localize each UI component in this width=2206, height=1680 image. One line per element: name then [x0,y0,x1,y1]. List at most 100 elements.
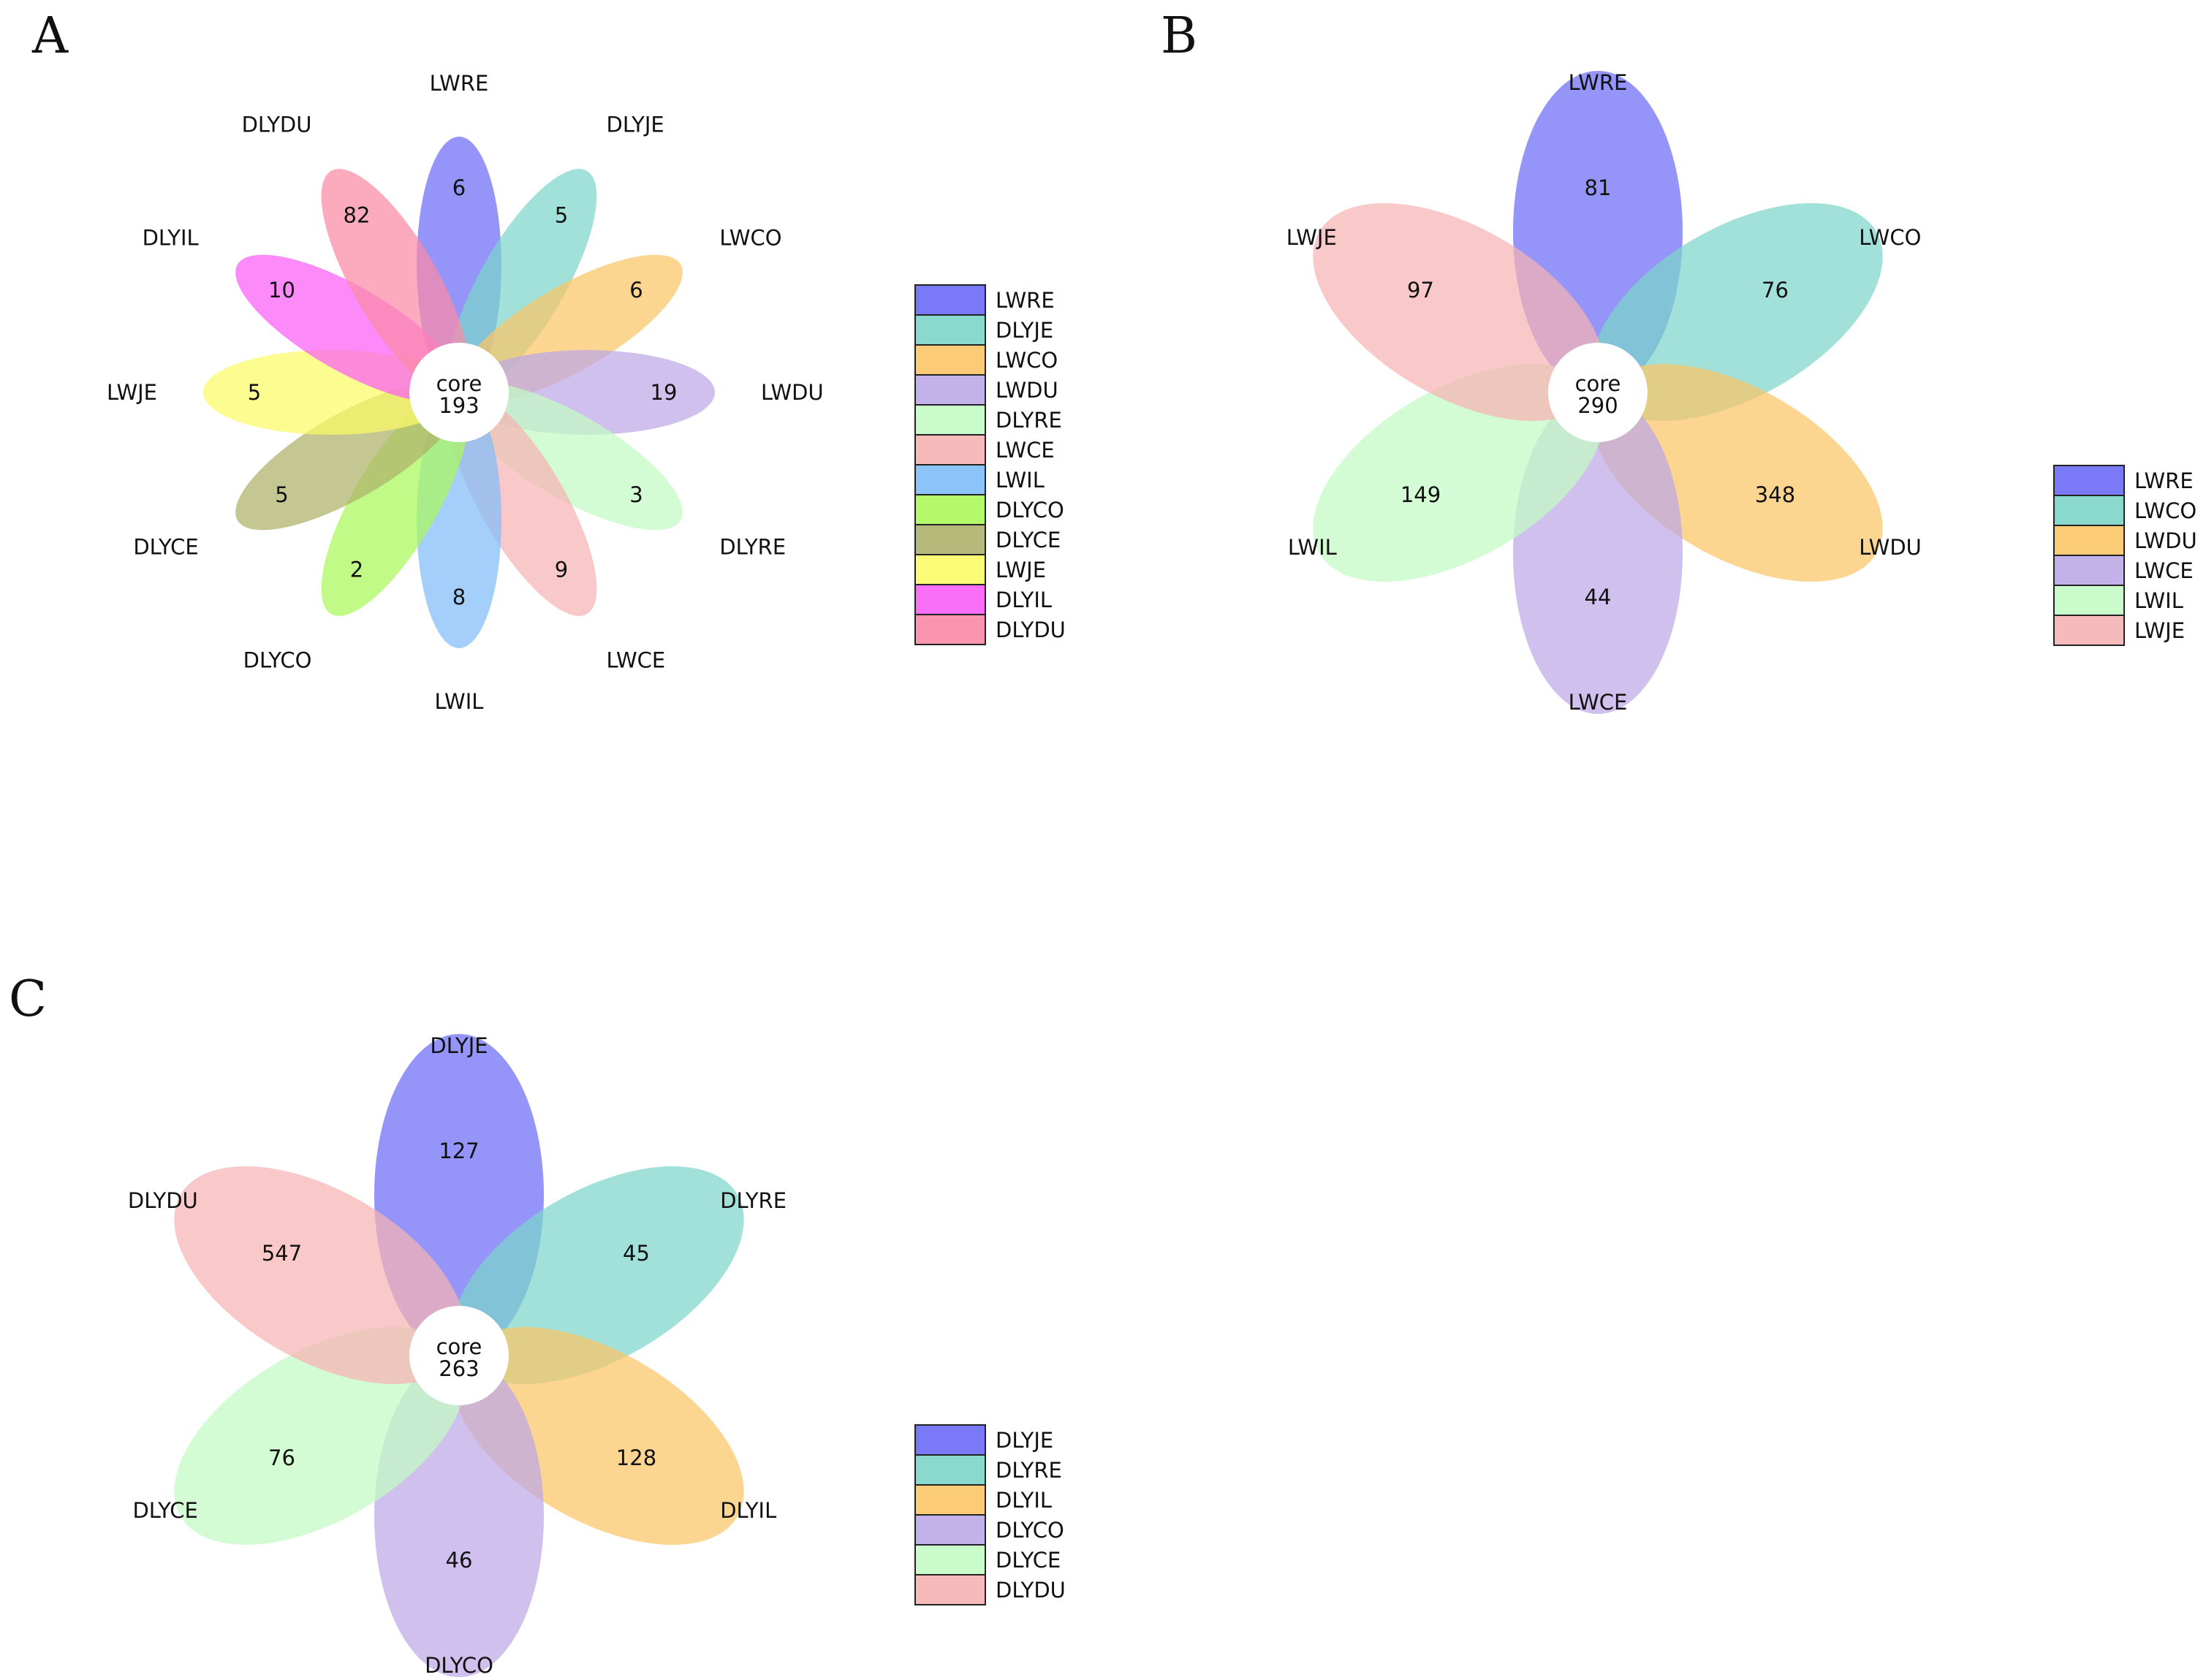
petal-label-lwco: LWCO [1859,225,1921,250]
core-label: core [436,371,482,396]
petal-label-lwje: LWJE [107,380,157,405]
petal-label-lwil: LWIL [1288,535,1337,560]
petal-label-lwre: LWRE [430,71,489,96]
legend-label-lwil: LWIL [2134,588,2183,613]
legend: LWRE DLYJE LWCO LWDU DLYRE LWCE LWIL DLYCO DLYCE… [914,284,1066,645]
petal-count-lwce: 9 [555,557,568,582]
petal-count-lwil: 8 [452,585,466,609]
petal-label-dlydu: DLYDU [242,113,312,137]
legend-swatch-lwce [914,434,986,465]
legend-label-lwil: LWIL [996,468,1045,493]
legend-label-dlyil: DLYIL [996,588,1052,612]
petal-label-dlyco: DLYCO [425,1653,493,1678]
legend-swatch-lwje [914,554,986,585]
petal-count-dlyco: 2 [350,557,363,582]
petal-count-dlyil: 128 [616,1445,656,1470]
petal-label-dlyil: DLYIL [720,1498,776,1523]
legend-swatch-dlyre [914,404,986,436]
legend-swatch-lwdu [2053,525,2125,556]
legend-label-lwdu: LWDU [2134,528,2197,553]
legend-swatch-dlyje [914,1424,986,1456]
petal-lwdu [1591,364,1883,582]
petal-count-dlyil: 10 [268,278,295,303]
petal-label-dlyce: DLYCE [133,535,198,560]
core-count: 290 [1577,393,1618,418]
legend-swatch-lwre [914,284,986,316]
legend-swatch-lwje [2053,615,2125,646]
petal-count-dlyce: 76 [268,1445,295,1470]
petals [1313,71,1883,714]
panel-letter: A [31,7,69,65]
petal-count-lwil: 149 [1400,482,1441,507]
legend-label-lwre: LWRE [2134,468,2194,493]
petals [174,1034,744,1677]
legend: DLYJE DLYRE DLYIL DLYCO DLYCE DLYDU [914,1424,1066,1605]
petal-label-dlyco: DLYCO [243,647,312,672]
petal-label-dlydu: DLYDU [128,1188,198,1213]
petal-count-lwco: 6 [629,278,643,303]
core-label: core [436,1334,482,1359]
legend-swatch-lwco [914,344,986,376]
petal-dlydu [321,169,469,395]
legend: LWRE LWCO LWDU LWCE LWIL LWJE [2053,465,2197,646]
petal-count-lwdu: 348 [1755,482,1795,507]
legend-swatch-dlyil [914,1484,986,1516]
petal-count-dlyre: 3 [629,482,643,507]
petal-label-lwdu: LWDU [1859,535,1922,560]
legend-swatch-dlyco [914,1514,986,1546]
panel-letter: B [1161,7,1197,65]
legend-label-lwje: LWJE [2134,618,2185,643]
petal-label-dlyil: DLYIL [143,226,199,251]
legend-label-dlyje: DLYJE [996,1428,1053,1453]
petal-label-lwco: LWCO [719,226,781,251]
petals [203,137,715,648]
legend-swatch-dlyco [914,494,986,525]
legend-swatch-dlyce [914,1544,986,1576]
legend-label-lwdu: LWDU [996,378,1058,403]
legend-label-lwco: LWCO [996,348,1058,373]
legend-label-lwce: LWCE [2134,558,2194,583]
petal-label-lwce: LWCE [1569,690,1628,715]
petal-label-lwje: LWJE [1286,225,1337,250]
petal-dlydu [174,1166,466,1384]
legend-label-dlyce: DLYCE [996,1548,1061,1573]
petal-label-dlyce: DLYCE [132,1498,197,1523]
legend-label-lwce: LWCE [996,438,1055,463]
legend-swatch-dlydu [914,614,986,645]
petal-count-lwdu: 19 [651,380,678,405]
petal-count-dlydu: 82 [344,203,371,228]
petal-count-dlyre: 45 [623,1241,650,1266]
petal-count-dlydu: 547 [262,1241,302,1266]
legend-label-dlyco: DLYCO [996,1518,1064,1543]
legend-swatch-dlydu [914,1574,986,1605]
petal-label-lwil: LWIL [435,689,484,714]
legend-swatch-dlyil [914,584,986,615]
core-circle [409,1306,509,1405]
legend-swatch-lwre [2053,465,2125,496]
core-circle [409,343,509,442]
petal-count-dlyco: 46 [446,1548,473,1573]
legend-label-dlyje: DLYJE [996,318,1053,343]
legend-swatch-dlyje [914,314,986,346]
petal-label-lwdu: LWDU [761,380,824,405]
panel-letter: C [9,970,47,1028]
legend-label-dlydu: DLYDU [996,1578,1066,1603]
legend-swatch-lwil [2053,585,2125,616]
petal-count-lwce: 44 [1585,585,1612,609]
petal-lwje [1313,203,1604,421]
core-circle [1548,343,1648,442]
legend-label-dlyre: DLYRE [996,1458,1062,1483]
legend-swatch-dlyre [914,1454,986,1486]
petal-label-lwre: LWRE [1569,70,1628,95]
legend-label-lwre: LWRE [996,288,1055,313]
core-count: 263 [439,1356,479,1381]
legend-label-dlyco: DLYCO [996,498,1064,522]
petal-label-lwce: LWCE [607,647,666,672]
petal-label-dlyje: DLYJE [607,113,664,137]
petal-count-dlyje: 5 [555,203,568,228]
core-count: 193 [439,393,479,418]
legend-swatch-lwdu [914,374,986,406]
legend-label-dlyil: DLYIL [996,1488,1052,1513]
